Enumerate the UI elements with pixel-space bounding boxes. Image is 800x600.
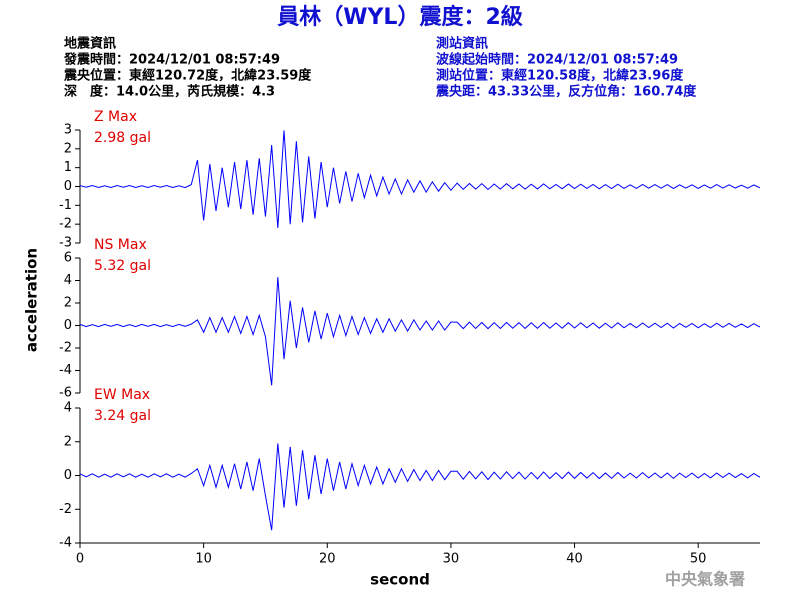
channel-label: Z Max: [94, 109, 137, 125]
channel-label: NS Max: [94, 237, 147, 253]
x-tick-label: 0: [76, 552, 84, 567]
x-tick-label: 10: [195, 552, 212, 567]
channel-label: EW Max: [94, 387, 150, 403]
waveform: [79, 443, 761, 531]
y-tick-label: 4: [64, 273, 72, 288]
y-tick-label: 2: [64, 296, 72, 311]
y-tick-label: 2: [64, 141, 72, 156]
x-tick-label: 20: [319, 552, 336, 567]
y-tick-label: 0: [64, 468, 72, 483]
waveform: [79, 277, 761, 386]
x-tick-label: 30: [443, 552, 460, 567]
y-tick-label: -4: [59, 363, 72, 378]
y-axis-label: acceleration: [23, 248, 41, 352]
y-tick-label: 4: [64, 401, 72, 416]
y-tick-label: 0: [64, 179, 72, 194]
y-tick-label: -1: [59, 198, 72, 213]
info-line: 深 度：14.0公里，芮氏規模：4.3: [64, 84, 275, 100]
max-annotation: 3.24 gal: [94, 408, 151, 424]
y-tick-label: -2: [59, 502, 72, 517]
info-line: 波線起始時間：2024/12/01 08:57:49: [436, 52, 678, 68]
info-line: 震央距：43.33公里，反方位角：160.74度: [435, 84, 697, 100]
y-tick-label: -2: [59, 217, 72, 232]
y-tick-label: -2: [59, 341, 72, 356]
x-tick-label: 40: [566, 552, 583, 567]
info-line: 發震時間：2024/12/01 08:57:49: [63, 52, 280, 68]
footer: 中央氣象署: [665, 570, 745, 589]
max-annotation: 2.98 gal: [94, 130, 151, 146]
y-tick-label: -3: [59, 236, 72, 251]
y-tick-label: -4: [59, 536, 72, 551]
info-line: 震央位置：東經120.72度，北緯23.59度: [63, 68, 312, 84]
info-line: 地震資訊: [64, 36, 116, 52]
y-tick-label: 2: [64, 434, 72, 449]
max-annotation: 5.32 gal: [94, 258, 151, 274]
x-axis-label: second: [370, 571, 430, 589]
waveform: [79, 130, 761, 228]
y-tick-label: 6: [64, 251, 72, 266]
y-tick-label: -6: [59, 386, 72, 401]
info-line: 測站資訊: [436, 36, 488, 52]
y-tick-label: 3: [64, 123, 72, 138]
x-tick-label: 50: [690, 552, 707, 567]
y-tick-label: 1: [64, 160, 72, 175]
info-line: 測站位置：東經120.58度，北緯23.96度: [436, 68, 684, 84]
chart-title: 員林（WYL）震度：2級: [276, 4, 523, 30]
y-tick-label: 0: [64, 318, 72, 333]
